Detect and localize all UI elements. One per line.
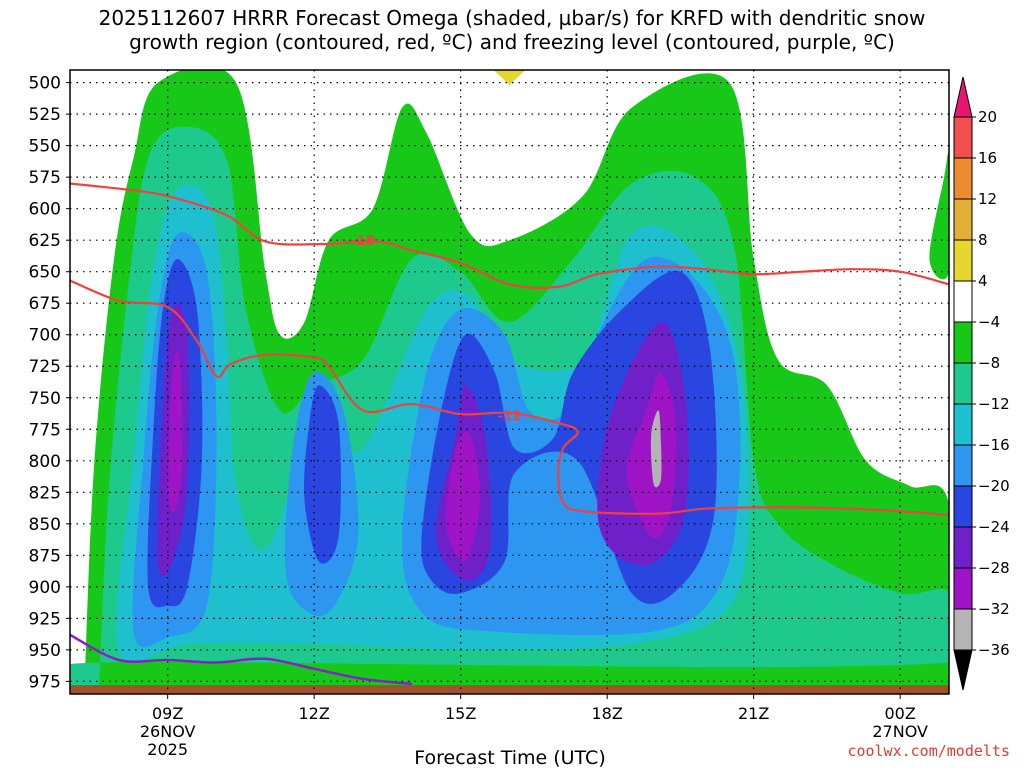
y-tick-label: 900 xyxy=(29,578,61,598)
omega-region-8 xyxy=(304,385,341,564)
colorbar-swatch xyxy=(953,362,973,405)
omega-region-13 xyxy=(167,351,183,513)
y-tick-label: 750 xyxy=(29,389,61,409)
y-tick-label: 950 xyxy=(29,641,61,661)
colorbar-swatch xyxy=(953,157,973,200)
x-tick-year: 2025 xyxy=(147,740,188,759)
chart-title: 2025112607 HRRR Forecast Omega (shaded, … xyxy=(0,6,1024,54)
colorbar-bottom-arrow xyxy=(953,649,973,691)
omega-region-1 xyxy=(929,152,949,280)
x-tick-label: 15Z xyxy=(445,704,476,723)
colorbar-label: 12 xyxy=(978,190,997,208)
top-marker xyxy=(493,70,526,85)
x-tick-label: 21Z xyxy=(738,704,769,723)
colorbar-label: 8 xyxy=(978,231,988,249)
x-axis-label: Forecast Time (UTC) xyxy=(414,747,605,768)
y-tick-label: 875 xyxy=(29,546,61,566)
colorbar-swatch xyxy=(953,444,973,487)
omega-region-14 xyxy=(445,431,481,563)
y-tick-label: 800 xyxy=(29,452,61,472)
colorbar-label: 4 xyxy=(978,272,988,290)
colorbar-label: −28 xyxy=(978,559,1010,577)
y-tick-label: 975 xyxy=(29,672,61,692)
omega-region-16 xyxy=(650,410,662,488)
x-tick-date: 26NOV xyxy=(140,722,196,741)
credit-text: coolwx.com/modelts xyxy=(847,742,1010,760)
colorbar-swatch xyxy=(953,608,973,651)
dendritic-contour-label: -18 xyxy=(351,234,375,249)
x-tick-label: 12Z xyxy=(299,704,330,723)
plot-frame xyxy=(69,69,950,695)
x-tick-label: 00Z xyxy=(885,704,916,723)
colorbar-swatch xyxy=(953,403,973,446)
ground-surface xyxy=(70,685,949,694)
y-tick-label: 775 xyxy=(29,420,61,440)
x-tick-date: 27NOV xyxy=(872,722,928,741)
y-tick-label: 675 xyxy=(29,294,61,314)
colorbar-swatch xyxy=(953,321,973,364)
colorbar-label: −8 xyxy=(978,354,1000,372)
colorbar-label: −4 xyxy=(978,313,1000,331)
colorbar-top-arrow xyxy=(953,76,973,118)
freezing-level-line xyxy=(70,633,412,686)
colorbar-label: −36 xyxy=(978,641,1010,659)
colorbar-swatch xyxy=(953,485,973,528)
chart-title-line1: 2025112607 HRRR Forecast Omega (shaded, … xyxy=(98,6,926,30)
y-tick-label: 725 xyxy=(29,357,61,377)
y-tick-label: 600 xyxy=(29,200,61,220)
y-tick-label: 500 xyxy=(29,74,61,94)
y-tick-label: 700 xyxy=(29,326,61,346)
y-tick-label: 925 xyxy=(29,609,61,629)
colorbar-label: 16 xyxy=(978,149,997,167)
colorbar-label: −32 xyxy=(978,600,1010,618)
y-tick-label: 650 xyxy=(29,263,61,283)
colorbar-swatch xyxy=(953,116,973,159)
colorbar-label: −16 xyxy=(978,436,1010,454)
dendritic-contour-label: -12 xyxy=(498,409,522,424)
colorbar-swatch xyxy=(953,239,973,282)
y-tick-label: 575 xyxy=(29,168,61,188)
colorbar-label: 20 xyxy=(978,108,997,126)
y-tick-label: 825 xyxy=(29,483,61,503)
x-tick-label: 09Z xyxy=(152,704,183,723)
y-tick-label: 525 xyxy=(29,105,61,125)
y-tick-label: 850 xyxy=(29,515,61,535)
y-tick-label: 550 xyxy=(29,137,61,157)
dendritic-contour-1 xyxy=(70,279,949,517)
colorbar-label: −12 xyxy=(978,395,1010,413)
y-tick-label: 625 xyxy=(29,231,61,251)
colorbar-swatch xyxy=(953,198,973,241)
colorbar-swatch xyxy=(953,567,973,610)
colorbar-label: −20 xyxy=(978,477,1010,495)
colorbar-swatch xyxy=(953,280,973,323)
x-tick-label: 18Z xyxy=(592,704,623,723)
colorbar-label: −24 xyxy=(978,518,1010,536)
dendritic-contour-0 xyxy=(70,182,949,289)
chart-title-line2: growth region (contoured, red, ºC) and f… xyxy=(129,30,895,54)
colorbar-swatch xyxy=(953,526,973,569)
